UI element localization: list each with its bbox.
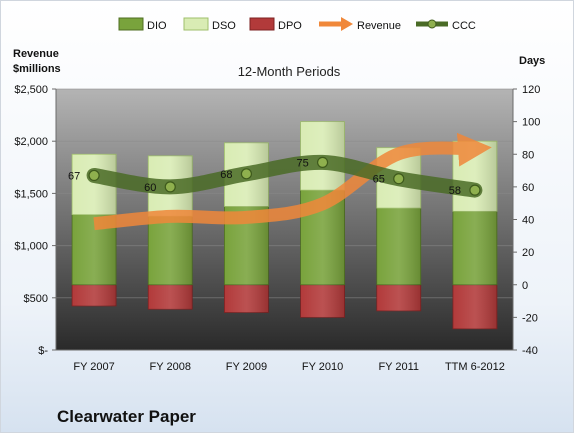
ccc-point (316, 156, 329, 169)
company-name: Clearwater Paper (57, 407, 196, 426)
ccc-point (164, 181, 176, 193)
legend-item-dso: DSO (183, 17, 236, 32)
revenue-line-group (93, 132, 492, 231)
axes-group: $- $500 $1,000 $1,500 $2,000 $2,500 -40 -20 0 20 4… (14, 84, 540, 373)
right-tick-label: 20 (522, 247, 534, 259)
legend-arrowhead (341, 17, 353, 31)
category-label: FY 2010 (302, 361, 343, 373)
left-tick-label: $2,500 (14, 84, 48, 96)
legend-item-dpo: DPO (249, 17, 302, 32)
ccc-data-label: 67 (68, 170, 80, 182)
category-label: FY 2008 (150, 361, 191, 373)
left-tick-label: $1,500 (14, 188, 48, 200)
legend-item-dio: DIO (118, 17, 167, 32)
category-label: TTM 6-2012 (445, 361, 505, 373)
ccc-data-label: 65 (373, 174, 385, 186)
right-tick-label: 80 (522, 149, 534, 161)
ccc-point (393, 173, 405, 185)
legend-marker (427, 19, 437, 29)
series-line-revenue (93, 132, 492, 231)
ccc-data-label: 60 (144, 182, 156, 194)
ccc-data-label: 58 (449, 185, 461, 197)
left-axis-unit: $millions (13, 63, 61, 75)
chart-title: 12-Month Periods (238, 64, 341, 79)
ccc-point (88, 169, 100, 182)
right-tick-label: 120 (522, 84, 540, 96)
legend-label: DPO (278, 20, 302, 32)
ccc-point (469, 184, 481, 196)
legend-label: DSO (212, 20, 236, 32)
left-tick-label: $- (38, 345, 48, 357)
bar-shading (300, 121, 345, 318)
right-tick-label: 0 (522, 280, 528, 292)
right-axis-title: Days (519, 55, 545, 67)
legend-swatch (118, 17, 144, 31)
ccc-point (240, 168, 253, 180)
left-axis-title: Revenue (13, 48, 59, 60)
legend-swatch (249, 17, 275, 31)
ccc-line-group: 67 60 68 75 65 58 (68, 154, 483, 198)
legend-label: CCC (452, 20, 476, 32)
chart-legend: DIO DSO DPO Revenue CCC (118, 17, 476, 32)
legend-label: Revenue (357, 20, 401, 32)
legend-item-ccc: CCC (416, 19, 476, 32)
legend-item-revenue: Revenue (319, 17, 401, 32)
series-line-ccc (86, 154, 483, 198)
ccc-data-label: 68 (220, 169, 232, 181)
category-label: FY 2007 (73, 361, 114, 373)
right-tick-label: 60 (522, 182, 534, 194)
category-label: FY 2009 (226, 361, 267, 373)
right-tick-label: -40 (522, 345, 538, 357)
right-tick-label: 40 (522, 215, 534, 227)
left-tick-label: $500 (24, 293, 48, 305)
right-tick-label: -20 (522, 312, 538, 324)
bar-shading (452, 141, 497, 329)
legend-swatch (183, 17, 209, 31)
ccc-data-label: 75 (296, 157, 308, 169)
legend-label: DIO (147, 20, 167, 32)
left-tick-label: $2,000 (14, 136, 48, 148)
left-tick-label: $1,000 (14, 241, 48, 253)
gridlines (56, 88, 513, 299)
category-label: FY 2011 (378, 361, 419, 373)
right-tick-label: 100 (522, 117, 540, 129)
